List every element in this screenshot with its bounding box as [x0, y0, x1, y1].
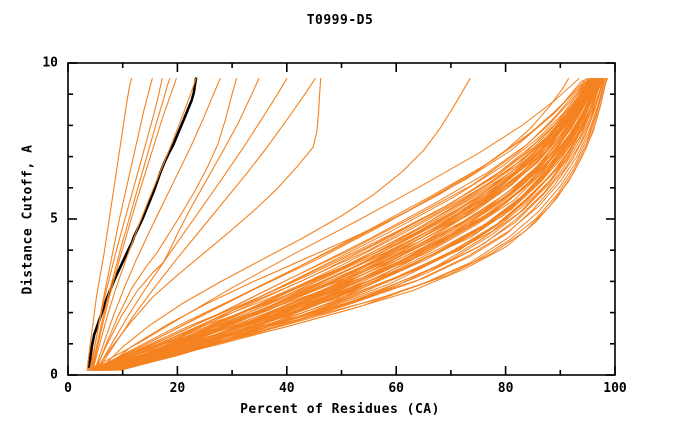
- plot-frame: [67, 62, 616, 376]
- series-line: [118, 78, 591, 370]
- series-line: [95, 78, 595, 371]
- series-line: [95, 78, 322, 370]
- chart-title: T0999-D5: [306, 13, 374, 28]
- series-line: [94, 78, 597, 371]
- y-axis-tick-label: 0: [50, 367, 58, 383]
- series-line: [110, 78, 593, 370]
- series-line: [103, 78, 603, 371]
- x-axis-tick-label: 40: [278, 381, 295, 396]
- series-line: [89, 78, 163, 370]
- series-line: [98, 78, 596, 371]
- series-line: [93, 78, 602, 371]
- y-axis-tick-label: 10: [42, 55, 58, 71]
- series-line: [113, 78, 603, 371]
- x-axis-label: Percent of Residues (CA): [240, 402, 440, 417]
- series-line: [92, 78, 197, 370]
- series-line: [103, 78, 594, 371]
- series-line: [92, 78, 590, 371]
- series-line: [93, 78, 594, 371]
- x-axis-tick-label: 0: [64, 381, 72, 396]
- series-line: [94, 78, 260, 370]
- series-line: [104, 78, 594, 371]
- series-line: [99, 78, 593, 371]
- series-line: [87, 78, 591, 371]
- series-line: [116, 78, 598, 370]
- series-line: [95, 78, 602, 371]
- series-line: [120, 78, 602, 371]
- x-axis-tick-label: 60: [388, 381, 405, 396]
- series-line: [92, 78, 598, 371]
- y-axis-tick-label: 5: [50, 211, 58, 227]
- series-line: [90, 78, 153, 370]
- series-line: [124, 78, 592, 368]
- x-axis-tick-label: 20: [169, 381, 186, 396]
- series-line: [91, 78, 171, 368]
- series-line: [98, 78, 316, 370]
- series-line: [97, 78, 594, 371]
- series-line: [108, 78, 607, 371]
- series-line: [100, 78, 471, 370]
- series-line: [102, 78, 603, 371]
- series-line: [94, 78, 221, 370]
- series-line: [121, 78, 596, 370]
- x-axis-tick-label: 80: [497, 381, 514, 396]
- series-line: [111, 78, 605, 371]
- series-line: [95, 78, 238, 370]
- series-line: [92, 78, 177, 370]
- x-axis-tick-label: 100: [603, 381, 627, 396]
- series-line: [122, 78, 599, 370]
- series-line: [91, 78, 588, 371]
- series-line: [95, 78, 591, 371]
- series-line: [96, 78, 288, 370]
- series-line: [86, 78, 580, 371]
- series-line: [86, 78, 132, 370]
